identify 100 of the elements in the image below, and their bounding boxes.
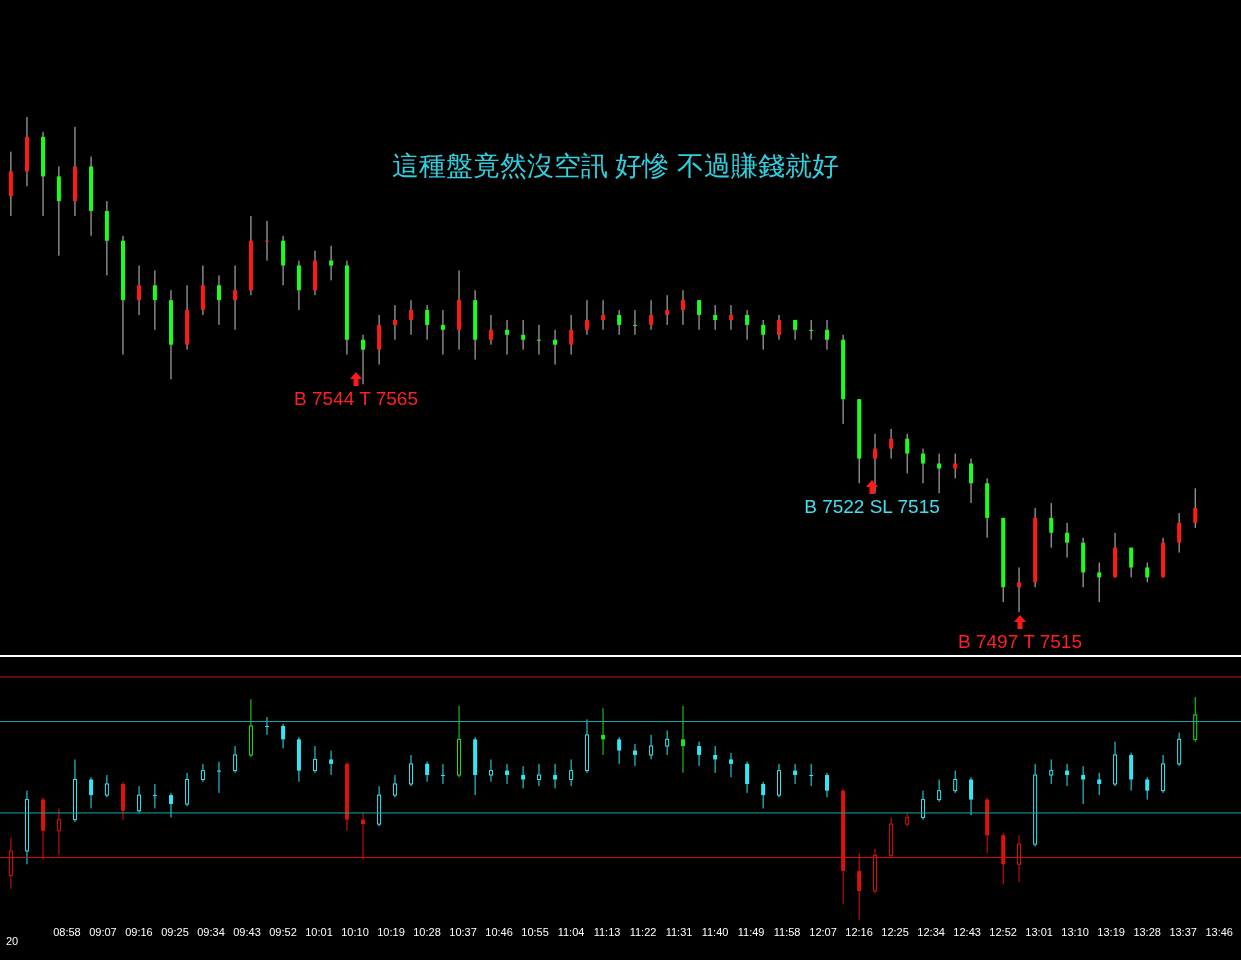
candlestick bbox=[1177, 732, 1182, 767]
candlestick bbox=[233, 745, 238, 774]
candlestick bbox=[649, 299, 654, 331]
candlestick bbox=[409, 299, 414, 336]
candlestick bbox=[265, 716, 269, 736]
x-tick-label: 11:58 bbox=[773, 925, 801, 938]
candlestick bbox=[825, 772, 830, 798]
x-tick-label: 10:01 bbox=[305, 925, 333, 938]
candlestick bbox=[617, 736, 622, 765]
x-tick-label: 10:28 bbox=[413, 925, 441, 938]
annotation: B 7522 SL 7515 bbox=[803, 496, 941, 518]
candlestick bbox=[313, 745, 318, 774]
candlestick bbox=[1193, 487, 1198, 529]
candlestick bbox=[601, 299, 606, 331]
candlestick bbox=[969, 458, 974, 504]
candlestick bbox=[697, 741, 702, 767]
candlestick bbox=[905, 433, 910, 474]
candlestick bbox=[553, 329, 558, 365]
candlestick bbox=[104, 774, 109, 798]
candlestick bbox=[425, 304, 430, 341]
x-tick-label: 12:34 bbox=[917, 925, 945, 938]
candlestick bbox=[377, 785, 382, 827]
x-tick-label: 12:52 bbox=[989, 925, 1017, 938]
candlestick bbox=[937, 779, 942, 803]
candlestick bbox=[777, 314, 781, 341]
candlestick bbox=[873, 433, 878, 494]
candlestick bbox=[281, 723, 286, 749]
candlestick bbox=[152, 269, 157, 331]
candlestick bbox=[200, 763, 205, 783]
candlestick bbox=[185, 772, 190, 807]
candlestick bbox=[457, 705, 462, 778]
candlestick bbox=[521, 319, 526, 351]
candlestick bbox=[921, 448, 926, 484]
candlestick bbox=[488, 314, 493, 346]
candlestick bbox=[329, 245, 334, 281]
candlestick bbox=[617, 309, 622, 336]
x-tick-label: 10:46 bbox=[485, 925, 513, 938]
candlestick bbox=[553, 763, 558, 789]
candlestick bbox=[1049, 502, 1054, 549]
candlestick bbox=[713, 304, 718, 331]
candlestick bbox=[809, 319, 814, 341]
candlestick bbox=[649, 734, 654, 760]
x-tick-label: 10:10 bbox=[341, 925, 369, 938]
candlestick bbox=[392, 774, 397, 798]
candlestick bbox=[680, 289, 685, 326]
candlestick bbox=[233, 265, 238, 331]
candlestick bbox=[1097, 562, 1102, 603]
x-tick-label: 09:07 bbox=[89, 925, 117, 938]
candlestick bbox=[392, 304, 397, 341]
candlestick bbox=[584, 718, 589, 774]
candlestick bbox=[921, 790, 926, 821]
x-tick-label: 12:16 bbox=[845, 925, 873, 938]
candlestick bbox=[1017, 834, 1022, 883]
x-tick-label: 13:10 bbox=[1061, 925, 1089, 938]
candlestick bbox=[216, 274, 221, 326]
candlestick bbox=[440, 763, 445, 785]
x-tick-label: 10:19 bbox=[377, 925, 405, 938]
x-tick-label: 08:58 bbox=[53, 925, 81, 938]
candlestick bbox=[361, 334, 366, 385]
x-tick-label: 13:01 bbox=[1025, 925, 1053, 938]
candlestick bbox=[825, 319, 830, 351]
candlestick bbox=[409, 754, 414, 787]
x-tick-label: 09:25 bbox=[161, 925, 189, 938]
candlestick bbox=[521, 765, 526, 789]
x-tick-label: 13:46 bbox=[1205, 925, 1233, 938]
candlestick bbox=[745, 761, 750, 794]
candlestick bbox=[584, 299, 589, 336]
candlestick bbox=[680, 705, 685, 774]
candlestick bbox=[536, 324, 541, 356]
candlestick bbox=[56, 808, 61, 856]
candlestick bbox=[1145, 776, 1150, 801]
x-tick-label: 09:52 bbox=[269, 925, 297, 938]
candlestick bbox=[72, 758, 77, 823]
candlestick bbox=[1177, 512, 1182, 554]
candlestick bbox=[505, 319, 510, 356]
candlestick bbox=[440, 309, 445, 356]
candlestick bbox=[857, 852, 862, 920]
candlestick bbox=[729, 304, 733, 331]
candlestick bbox=[137, 785, 142, 814]
candlestick bbox=[1033, 763, 1038, 847]
x-tick-label: 13:28 bbox=[1133, 925, 1161, 938]
x-tick-label: 11:04 bbox=[557, 925, 585, 938]
x-tick-label: 09:43 bbox=[233, 925, 261, 938]
x-tick-label: 09:34 bbox=[197, 925, 225, 938]
candlestick bbox=[425, 761, 430, 783]
candlestick bbox=[137, 265, 142, 316]
candlestick bbox=[665, 729, 670, 756]
x-tick-label: 09:16 bbox=[125, 925, 153, 938]
candlestick bbox=[969, 776, 974, 816]
text: 20 bbox=[6, 935, 19, 947]
candlestick bbox=[809, 763, 814, 787]
candlestick bbox=[873, 848, 878, 894]
candlestick bbox=[1129, 547, 1134, 578]
x-tick-label: 11:22 bbox=[629, 925, 657, 938]
text: 這種盤竟然沒空訊 好慘 不過賺錢就好 bbox=[391, 150, 840, 183]
candlestick bbox=[1113, 741, 1118, 787]
candlestick bbox=[1145, 562, 1150, 583]
x-tick-label: 13:37 bbox=[1169, 925, 1197, 938]
candlestick bbox=[536, 763, 541, 787]
candlestick bbox=[248, 698, 253, 758]
